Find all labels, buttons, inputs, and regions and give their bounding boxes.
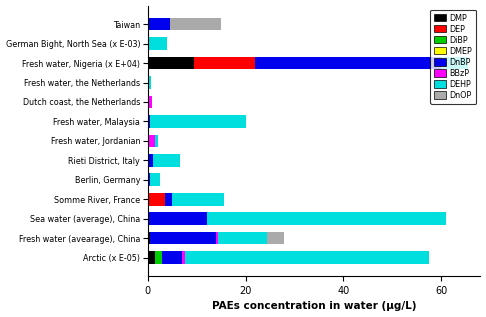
Bar bbox=[148, 251, 155, 264]
Bar bbox=[148, 57, 194, 69]
Bar bbox=[182, 251, 185, 264]
Bar bbox=[207, 212, 446, 225]
Bar bbox=[150, 115, 245, 128]
Bar bbox=[256, 57, 441, 69]
Bar bbox=[162, 251, 182, 264]
Bar bbox=[148, 18, 170, 30]
Bar bbox=[148, 96, 152, 108]
Bar bbox=[148, 232, 150, 244]
Bar bbox=[153, 154, 180, 167]
Bar bbox=[267, 232, 284, 244]
Bar bbox=[148, 37, 167, 50]
Bar bbox=[155, 134, 157, 147]
Bar bbox=[170, 18, 221, 30]
X-axis label: PAEs concentration in water (μg/L): PAEs concentration in water (μg/L) bbox=[212, 301, 417, 311]
Bar bbox=[148, 115, 150, 128]
Legend: DMP, DEP, DiBP, DMEP, DnBP, BBzP, DEHP, DnOP: DMP, DEP, DiBP, DMEP, DnBP, BBzP, DEHP, … bbox=[430, 10, 476, 104]
Bar bbox=[148, 193, 165, 205]
Bar bbox=[441, 57, 468, 69]
Bar bbox=[148, 173, 150, 186]
Bar bbox=[155, 251, 162, 264]
Bar bbox=[148, 154, 153, 167]
Bar bbox=[216, 232, 218, 244]
Bar bbox=[165, 193, 172, 205]
Bar bbox=[148, 76, 151, 89]
Bar bbox=[148, 212, 207, 225]
Bar bbox=[194, 57, 256, 69]
Bar bbox=[218, 232, 267, 244]
Bar bbox=[148, 134, 155, 147]
Bar bbox=[172, 193, 224, 205]
Bar bbox=[185, 251, 429, 264]
Bar bbox=[150, 232, 216, 244]
Bar bbox=[150, 173, 160, 186]
